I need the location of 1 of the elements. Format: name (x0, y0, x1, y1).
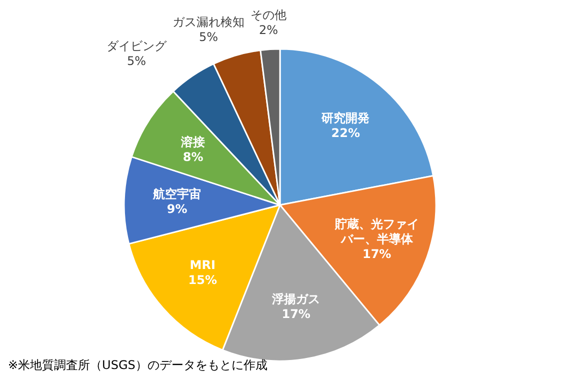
text: ※米地質調査所（USGS）のデータをもとに作成 (8, 357, 268, 374)
